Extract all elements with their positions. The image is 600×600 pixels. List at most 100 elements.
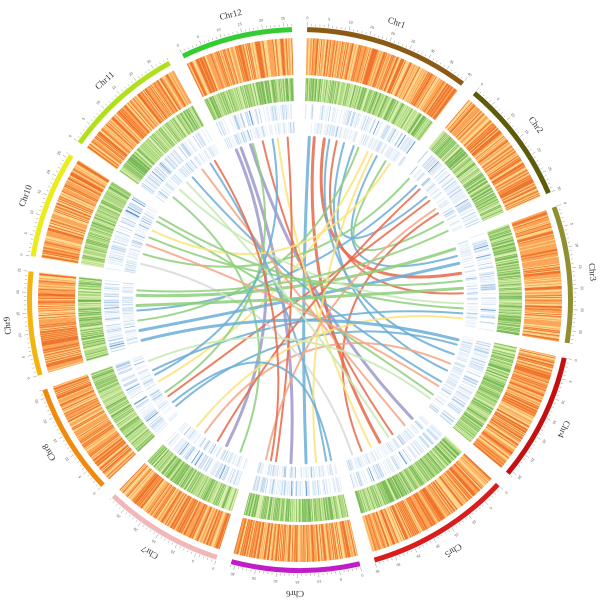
- heatmap-cell: [500, 402, 534, 420]
- heatmap-cell: [380, 55, 395, 91]
- heatmap-cell: [126, 261, 137, 265]
- heatmap-cell: [149, 483, 172, 515]
- heatmap-cell: [104, 304, 120, 306]
- heatmap-cell: [177, 146, 188, 159]
- heatmap-cell: [215, 94, 225, 117]
- heatmap-cell: [84, 427, 116, 450]
- heatmap-cell: [395, 104, 407, 126]
- heatmap-cell: [122, 305, 134, 306]
- heatmap-cell: [140, 220, 151, 226]
- heatmap-cell: [298, 480, 300, 496]
- heatmap-cell: [208, 146, 215, 157]
- tick-label: 15: [370, 25, 375, 30]
- heatmap-cell: [245, 520, 254, 557]
- heatmap-cell: [335, 477, 340, 493]
- heatmap-cell: [95, 213, 117, 224]
- heatmap-cell: [293, 524, 296, 562]
- heatmap-cell: [143, 409, 157, 420]
- heatmap-cell: [207, 54, 222, 90]
- heatmap-cell: [436, 395, 447, 403]
- heatmap-cell: [190, 431, 198, 441]
- heatmap-cell: [323, 497, 327, 521]
- heatmap-cell: [524, 295, 562, 297]
- heatmap-cell: [429, 426, 441, 438]
- heatmap-cell: [150, 390, 160, 397]
- heatmap-cell: [132, 239, 143, 244]
- heatmap-cell: [95, 441, 126, 465]
- heatmap-cell: [473, 192, 495, 204]
- heatmap-cell: [430, 449, 447, 468]
- heatmap-cell: [89, 229, 112, 238]
- heatmap-cell: [472, 190, 494, 203]
- heatmap-cell: [38, 316, 76, 321]
- heatmap-cell: [363, 89, 372, 112]
- heatmap-cell: [454, 109, 481, 137]
- heatmap-cell: [465, 321, 477, 325]
- heatmap-cell: [122, 282, 134, 285]
- heatmap-cell: [138, 477, 163, 508]
- heatmap-cell: [271, 79, 275, 103]
- heatmap-cell: [273, 465, 276, 477]
- heatmap-cell: [188, 503, 206, 538]
- heatmap-cell: [147, 207, 158, 214]
- heatmap-cell: [524, 292, 562, 295]
- heatmap-cell: [170, 71, 190, 105]
- heatmap-cell: [522, 330, 560, 337]
- heatmap-cell: [122, 312, 134, 315]
- heatmap-cell: [497, 321, 521, 325]
- heatmap-cell: [56, 202, 92, 217]
- heatmap-cell: [216, 463, 224, 478]
- heatmap-cell: [402, 138, 412, 152]
- heatmap-cell: [89, 228, 112, 237]
- heatmap-cell: [124, 421, 143, 437]
- heatmap-cell: [518, 351, 555, 362]
- heatmap-cell: [481, 207, 503, 219]
- heatmap-cell: [98, 444, 128, 469]
- heatmap-cell: [335, 126, 339, 137]
- heatmap-cell: [79, 320, 103, 324]
- heatmap-cell: [358, 471, 364, 486]
- heatmap-cell: [81, 258, 105, 264]
- heatmap-cell: [264, 80, 270, 104]
- ticks-layer: 0 510152025303540051015202530051015202530…: [16, 16, 584, 584]
- heatmap-cell: [349, 459, 354, 470]
- heatmap-cell: [101, 389, 123, 401]
- heatmap-cell: [367, 91, 377, 114]
- heatmap-cell: [419, 458, 435, 478]
- heatmap-cell: [130, 155, 149, 172]
- heatmap-cell: [105, 192, 127, 204]
- heatmap-cell: [100, 129, 129, 155]
- heatmap-cell: [318, 465, 321, 477]
- heatmap-cell: [328, 478, 332, 494]
- heatmap-cell: [104, 311, 120, 314]
- heatmap-cell: [125, 210, 139, 219]
- heatmap-cell: [159, 190, 169, 198]
- heatmap-cell: [524, 313, 562, 317]
- heatmap-cell: [160, 455, 176, 474]
- heatmap-cell: [413, 494, 433, 527]
- heatmap-cell: [508, 382, 544, 398]
- heatmap-cell: [415, 170, 424, 180]
- heatmap-cell: [479, 141, 510, 165]
- heatmap-cell: [478, 436, 509, 460]
- heatmap-cell: [496, 328, 520, 334]
- heatmap-cell: [273, 497, 277, 521]
- heatmap-cell: [485, 372, 507, 382]
- heatmap-cell: [98, 383, 120, 394]
- heatmap-cell: [130, 428, 149, 444]
- heatmap-cell: [374, 52, 388, 88]
- heatmap-cell: [258, 462, 262, 474]
- heatmap-cell: [204, 99, 216, 121]
- heatmap-cell: [332, 80, 337, 104]
- heatmap-cell: [209, 53, 223, 89]
- heatmap-cell: [489, 231, 512, 239]
- heatmap-cell: [170, 495, 190, 529]
- heatmap-cell: [337, 41, 345, 79]
- heatmap-cell: [441, 439, 459, 456]
- heatmap-cell: [104, 280, 120, 283]
- heatmap-cell: [126, 423, 145, 439]
- heatmap-cell: [524, 302, 562, 305]
- heatmap-cell: [461, 456, 489, 483]
- heatmap-cell: [378, 142, 384, 153]
- heatmap-cell: [185, 502, 203, 537]
